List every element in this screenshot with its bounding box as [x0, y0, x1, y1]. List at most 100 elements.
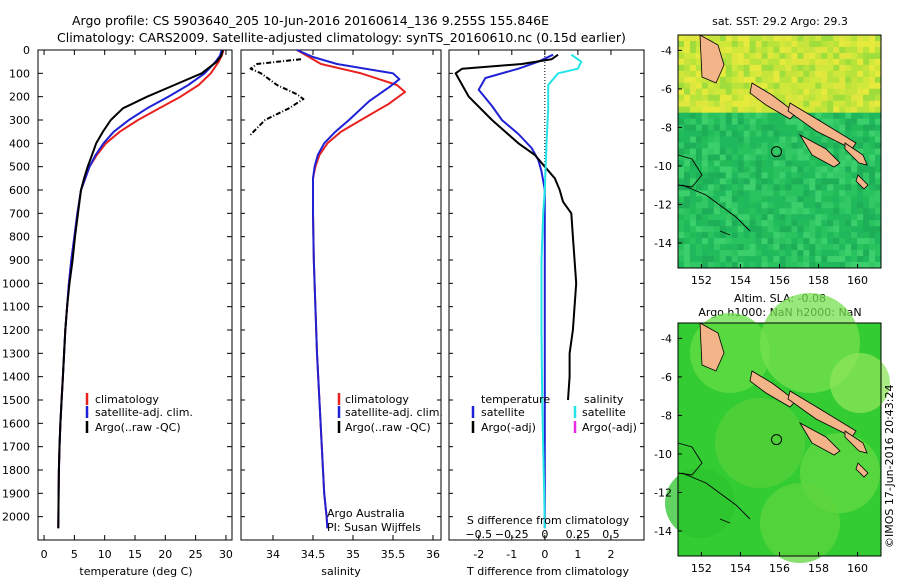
sst-cell — [833, 142, 840, 149]
sst-cell — [809, 136, 816, 143]
sst-cell — [749, 76, 757, 84]
sst-cell — [791, 184, 798, 191]
sst-cell — [767, 46, 774, 54]
sst-cell — [755, 136, 762, 143]
sst-cell — [803, 178, 810, 185]
sst-cell — [749, 142, 757, 149]
sst-cell — [857, 244, 864, 251]
x-tick-label: 35 — [346, 548, 360, 561]
sst-cell — [785, 190, 792, 197]
sst-cell — [827, 250, 834, 257]
sst-cell — [701, 130, 709, 137]
sst-cell — [743, 106, 751, 114]
sst-cell — [875, 94, 882, 102]
temperature-panel: 0100200300400500600700800900100011001200… — [2, 44, 233, 578]
sst-cell — [779, 238, 786, 245]
sst-cell — [719, 256, 727, 263]
map-x-tick-label: 158 — [808, 274, 829, 287]
sst-cell — [713, 238, 721, 245]
map-x-tick-label: 152 — [691, 562, 712, 575]
sst-cell — [701, 142, 709, 149]
sst-cell — [869, 35, 876, 42]
sst-cell — [695, 46, 703, 54]
sst-cell — [767, 82, 774, 90]
legend-label-sal-satellite: satellite — [582, 406, 626, 419]
sst-cell — [833, 70, 840, 78]
sst-cell — [851, 94, 858, 102]
sst-cell — [678, 250, 685, 257]
sst-cell — [875, 220, 882, 227]
sst-cell — [791, 35, 798, 42]
salinity-series — [248, 49, 406, 529]
sst-cell — [678, 244, 685, 251]
sst-cell — [791, 136, 798, 143]
land-island — [798, 421, 841, 456]
sst-cell — [875, 88, 882, 96]
t-difference-xlabel: T difference from climatology — [466, 565, 629, 578]
sst-map-title: sat. SST: 29.2 Argo: 29.3 — [712, 15, 848, 28]
sst-cell — [755, 142, 762, 149]
sst-cell — [869, 214, 876, 221]
sst-cell — [869, 256, 876, 263]
sst-cell — [695, 190, 703, 197]
sst-cell — [767, 226, 774, 233]
sst-cell — [767, 244, 774, 251]
sst-cell — [821, 118, 828, 126]
sst-cell — [839, 250, 846, 257]
sst-cell — [767, 190, 774, 197]
sst-cell — [767, 232, 774, 239]
sst-cell — [767, 238, 774, 245]
sst-cell — [695, 82, 703, 90]
sst-cell — [761, 70, 768, 78]
sst-cell — [678, 226, 685, 233]
sst-cell — [821, 76, 828, 84]
sst-cell — [833, 190, 840, 197]
sst-cell — [791, 178, 798, 185]
sst-cell — [857, 76, 864, 84]
sst-cell — [689, 232, 697, 239]
y-tick-label: 700 — [9, 207, 30, 220]
sst-cell — [701, 100, 709, 108]
sst-cell — [797, 46, 804, 54]
sst-cell — [773, 130, 780, 137]
sst-cell — [713, 118, 721, 126]
sst-cell — [845, 208, 852, 215]
sst-cell — [869, 202, 876, 209]
sst-cell — [701, 124, 709, 131]
sst-cell — [678, 76, 685, 84]
sst-cell — [749, 196, 757, 203]
sst-cell — [731, 202, 739, 209]
legend-header-temperature: temperature — [481, 393, 550, 406]
sst-cell — [845, 118, 852, 126]
sst-cell — [869, 166, 876, 173]
sst-cell — [809, 88, 816, 96]
sst-cell — [743, 40, 751, 48]
sst-cell — [678, 35, 685, 42]
sst-cell — [863, 256, 870, 263]
sst-cell — [845, 184, 852, 191]
sst-cell — [755, 124, 762, 131]
s-difference-label: S difference from climatology — [467, 514, 630, 527]
sst-cell — [785, 52, 792, 60]
sst-cell — [797, 172, 804, 179]
figure-title-line2: Climatology: CARS2009. Satellite-adjuste… — [57, 30, 626, 45]
sst-cell — [755, 166, 762, 173]
sst-cell — [869, 52, 876, 60]
sst-cell — [785, 118, 792, 126]
sst-cell — [683, 220, 691, 227]
sst-cell — [737, 256, 745, 263]
sst-cell — [839, 166, 846, 173]
sst-cell — [827, 208, 834, 215]
sst-cell — [749, 148, 757, 155]
sst-cell — [683, 94, 691, 102]
sst-cell — [701, 172, 709, 179]
sst-cell — [689, 64, 697, 72]
sst-cell — [678, 130, 685, 137]
sst-cell — [749, 244, 757, 251]
sst-cell — [707, 106, 715, 114]
series-line-salinity-satellite — [540, 53, 583, 529]
sst-cell — [767, 172, 774, 179]
sst-cell — [875, 148, 882, 155]
sst-cell — [869, 208, 876, 215]
sst-cell — [755, 178, 762, 185]
